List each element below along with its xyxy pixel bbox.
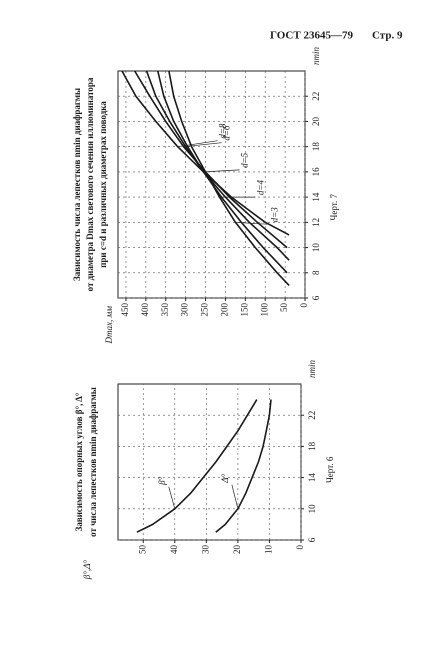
series-label: d=8	[218, 123, 228, 139]
curve	[121, 70, 290, 236]
y-tick-label: 450	[120, 303, 130, 317]
x-tick-label: 22	[311, 92, 321, 101]
x-axis-label: nmin	[311, 47, 321, 66]
y-tick-label: 40	[169, 545, 179, 555]
x-axis-label: nmin	[307, 360, 317, 379]
chart: 6 8 10 12 14 16 18 20 22 0 50 100 150 200 250 300 350 400…	[72, 47, 339, 345]
leader-line	[235, 221, 270, 225]
figure-caption: Черт. 6	[325, 456, 335, 483]
x-tick-label: 6	[307, 537, 317, 542]
x-tick-label: 6	[311, 295, 321, 300]
leader-line	[231, 484, 239, 509]
chart-title: от числа лепестков nmin диафрагмы	[88, 387, 98, 537]
y-tick-label: 50	[137, 545, 147, 555]
x-tick-label: 10	[307, 504, 317, 514]
leader-line	[183, 142, 222, 148]
x-tick-label: 18	[311, 142, 321, 152]
figure-caption: Черт. 7	[329, 193, 339, 220]
x-tick-label: 22	[307, 411, 317, 420]
curve	[215, 399, 272, 533]
curve	[136, 399, 258, 533]
x-tick-label: 20	[311, 116, 321, 126]
chart-title: Зависимость опорных углов β°, Δ°	[74, 392, 84, 531]
x-tick-label: 12	[311, 218, 321, 227]
y-tick-label: 400	[140, 303, 150, 317]
y-tick-label: 250	[200, 303, 210, 317]
y-tick-label: 0	[295, 545, 305, 550]
y-tick-label: 0	[299, 303, 309, 308]
y-tick-label: 300	[180, 303, 190, 317]
y-tick-label: 200	[219, 303, 229, 317]
curve	[157, 70, 288, 274]
series-label: d=5	[240, 152, 250, 168]
y-tick-label: 350	[160, 303, 170, 317]
x-tick-label: 18	[307, 441, 317, 451]
y-axis-label: Dmax, мм	[104, 306, 114, 345]
series-label: Δ°	[220, 474, 230, 484]
series-label: d=6	[222, 125, 232, 141]
y-tick-label: 50	[279, 303, 289, 313]
curve	[168, 70, 290, 286]
chart: 6 10 14 18 22 0 10 20 30 40 50 β°,Δ° nmin Зависимость…	[74, 360, 335, 581]
leader-line	[168, 486, 176, 509]
y-tick-label: 100	[259, 303, 269, 317]
series-label: d=3	[269, 207, 279, 223]
y-tick-label: 10	[264, 545, 274, 555]
series-label: d=4	[256, 180, 266, 196]
chart-title: при c=d и различных диаметрах поводка	[98, 101, 108, 268]
page-number: Стр. 9	[372, 30, 403, 42]
x-tick-label: 8	[311, 270, 321, 275]
plot-frame	[117, 70, 306, 299]
standard-code: ГОСТ 23645—79	[270, 30, 353, 42]
x-tick-label: 10	[311, 243, 321, 253]
y-tick-label: 30	[200, 545, 210, 555]
series-label: β°	[157, 476, 167, 485]
x-tick-label: 14	[307, 473, 317, 483]
x-tick-label: 16	[311, 167, 321, 177]
leader-line	[203, 169, 240, 173]
y-axis-label: β°,Δ°	[82, 560, 92, 581]
y-tick-label: 150	[239, 303, 249, 317]
x-tick-label: 14	[311, 192, 321, 202]
y-tick-label: 20	[232, 545, 242, 555]
chart-title: от диаметра Dmax светового сечения иллюм…	[85, 77, 95, 291]
chart-title: Зависимость числа лепестков nmin диафраг…	[72, 88, 82, 281]
